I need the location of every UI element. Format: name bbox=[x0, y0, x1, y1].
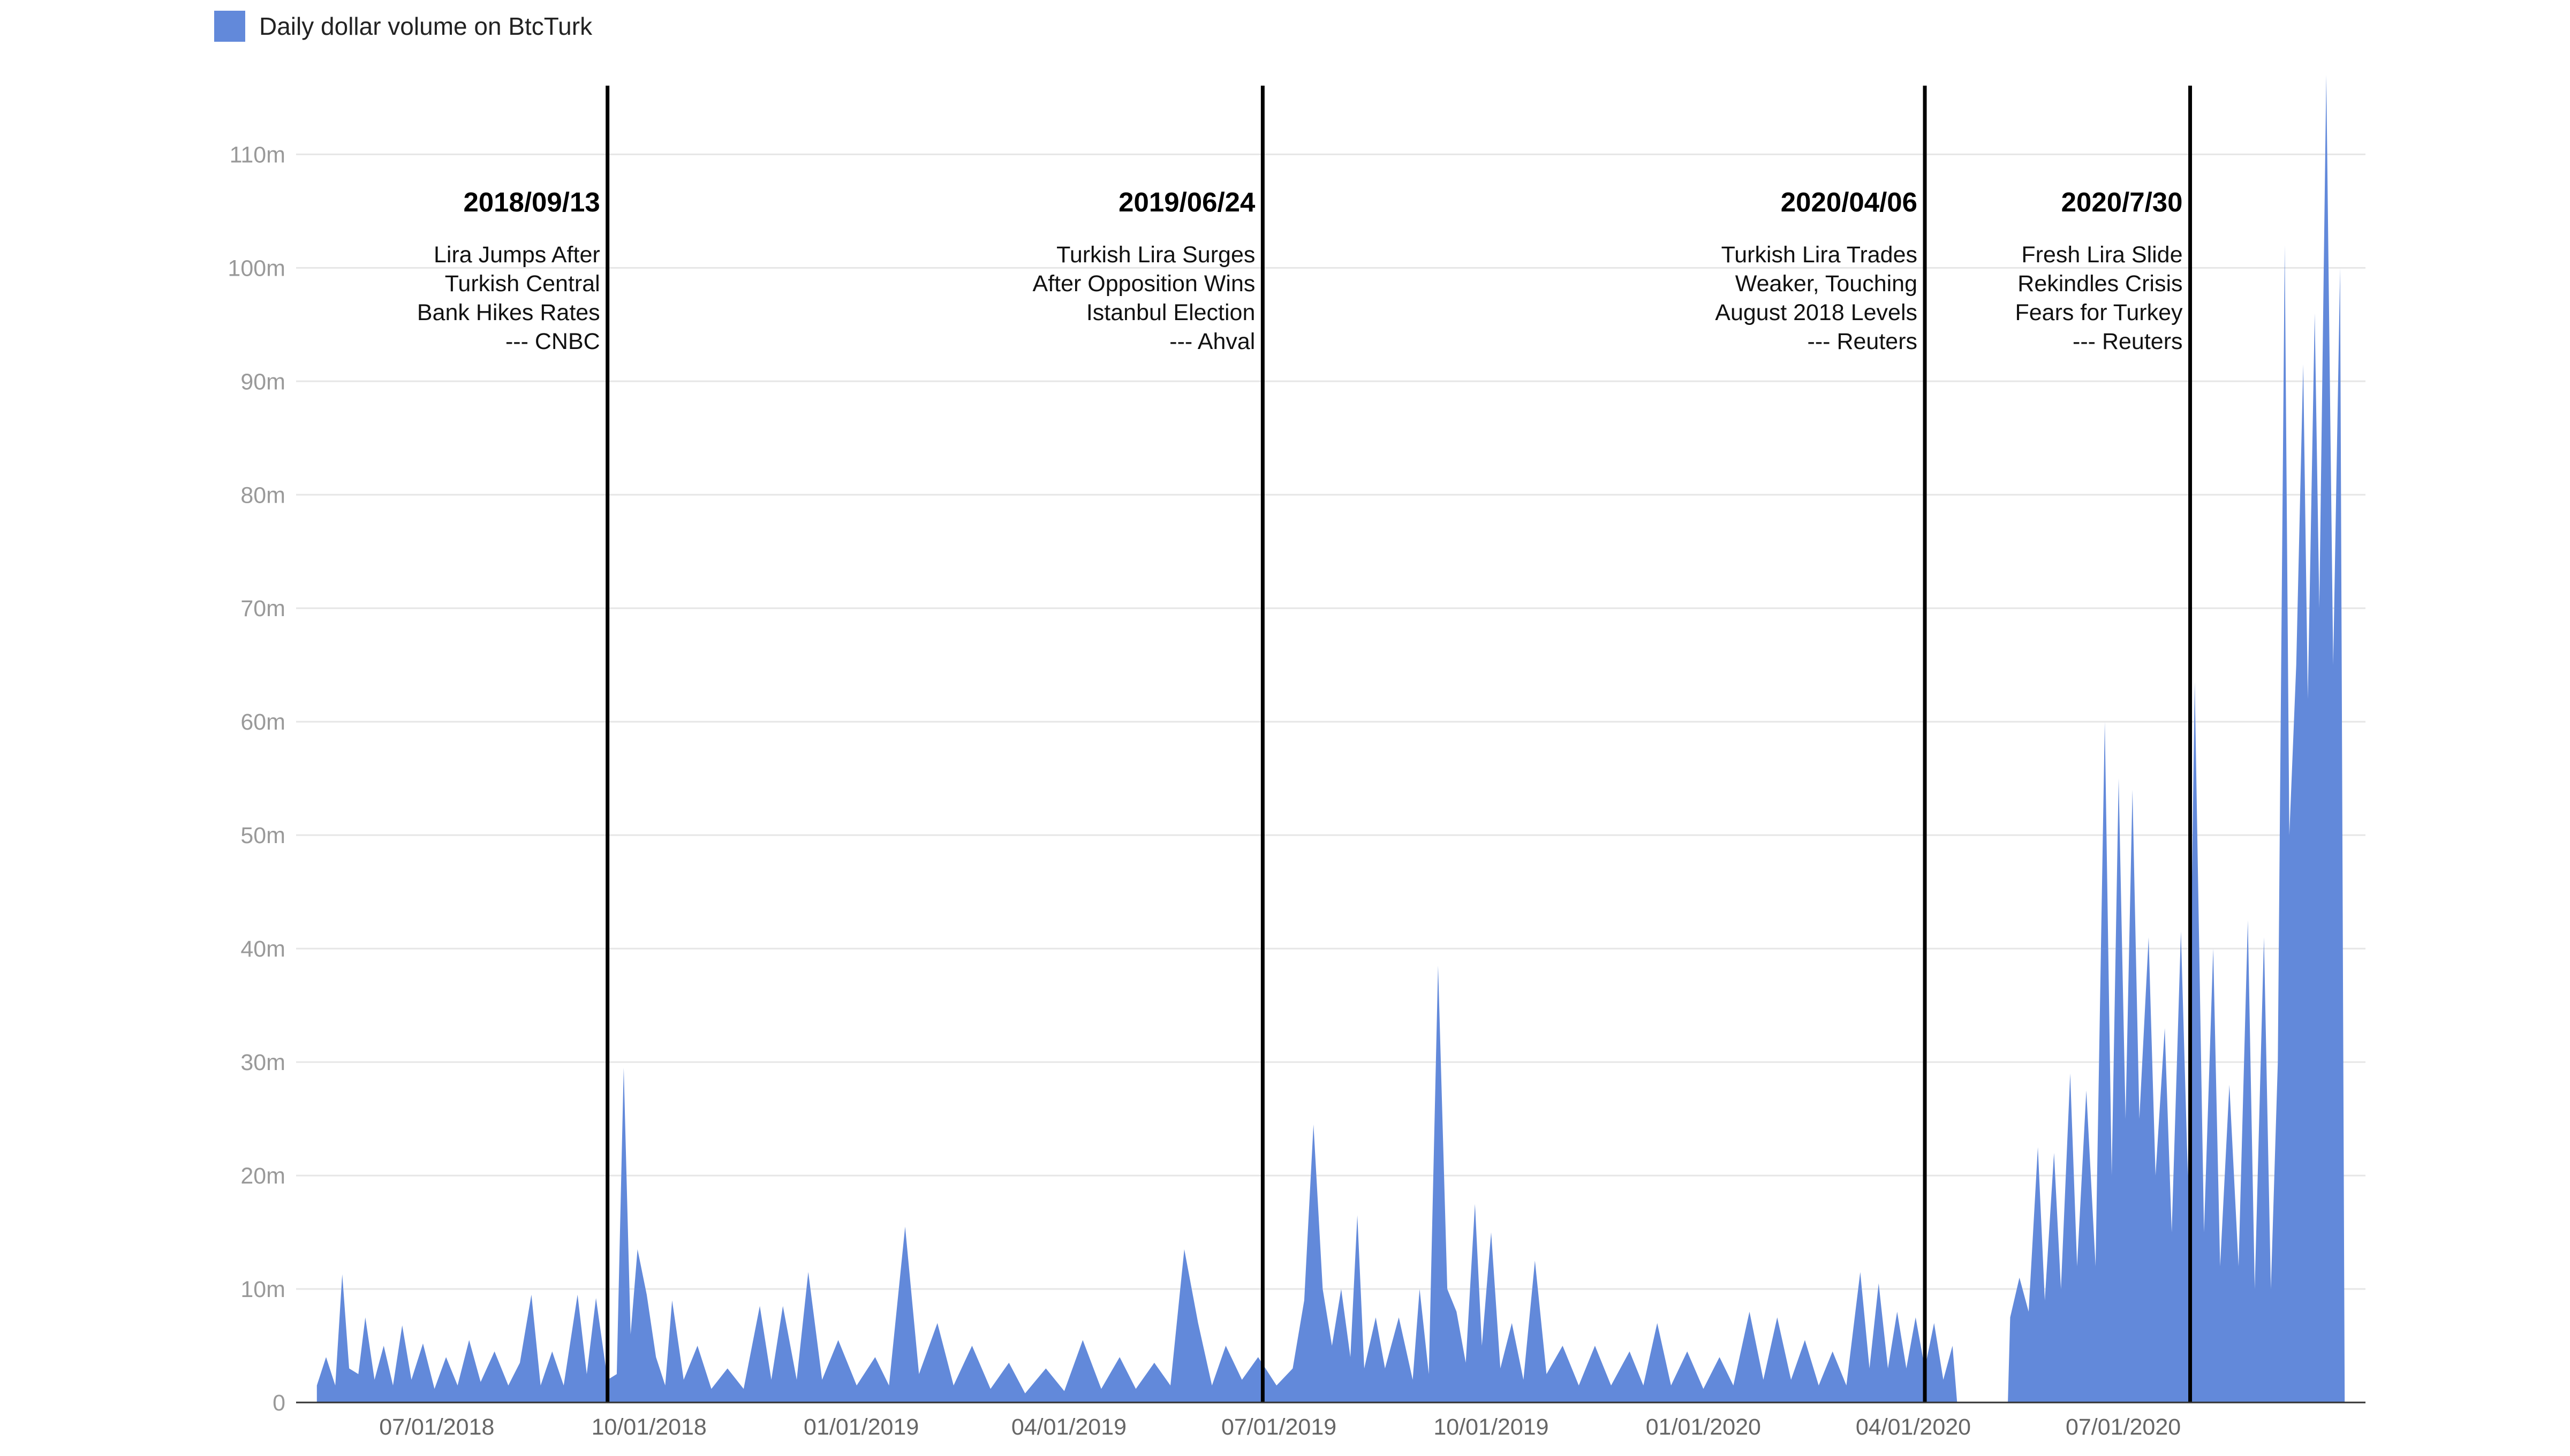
y-tick-label: 40m bbox=[240, 936, 285, 962]
y-tick-label: 110m bbox=[230, 142, 285, 168]
y-tick-label: 10m bbox=[240, 1277, 285, 1302]
y-tick-label: 30m bbox=[240, 1050, 285, 1075]
legend-label[interactable]: Daily dollar volume on BtcTurk bbox=[259, 12, 593, 40]
annotation-text: --- Ahval bbox=[1169, 329, 1255, 354]
legend: Daily dollar volume on BtcTurk bbox=[214, 11, 592, 42]
annotation-text: Rekindles Crisis bbox=[2017, 271, 2182, 297]
y-tick-label: 80m bbox=[240, 482, 285, 508]
y-tick-label: 70m bbox=[240, 596, 285, 621]
annotation-text: Weaker, Touching bbox=[1735, 271, 1917, 297]
y-tick-label: 0 bbox=[273, 1390, 285, 1416]
annotation-text: August 2018 Levels bbox=[1715, 300, 1917, 325]
y-tick-label: 100m bbox=[228, 255, 285, 281]
annotation-text: Turkish Central bbox=[445, 271, 600, 297]
annotation-date: 2018/09/13 bbox=[463, 187, 600, 217]
y-tick-label: 50m bbox=[240, 823, 285, 848]
annotation-text: Fears for Turkey bbox=[2015, 300, 2183, 325]
annotation-text: Turkish Lira Trades bbox=[1721, 242, 1917, 268]
annotation-text: --- Reuters bbox=[1808, 329, 1917, 354]
x-tick-label: 07/01/2018 bbox=[379, 1414, 494, 1440]
annotation-date: 2020/04/06 bbox=[1781, 187, 1917, 217]
annotation-text: After Opposition Wins bbox=[1033, 271, 1256, 297]
x-tick-label: 07/01/2019 bbox=[1221, 1414, 1336, 1440]
annotation-date: 2020/7/30 bbox=[2061, 187, 2183, 217]
annotation-text: --- Reuters bbox=[2073, 329, 2182, 354]
annotation-text: Fresh Lira Slide bbox=[2021, 242, 2182, 268]
annotation-text: Turkish Lira Surges bbox=[1056, 242, 1255, 268]
legend-swatch[interactable] bbox=[214, 11, 245, 42]
x-tick-label: 07/01/2020 bbox=[2066, 1414, 2181, 1440]
y-tick-label: 20m bbox=[240, 1163, 285, 1189]
label-layer: 2018/09/13 Lira Jumps After Turkish Centra… bbox=[417, 187, 2183, 354]
annotation-date: 2019/06/24 bbox=[1118, 187, 1256, 217]
x-tick-label: 10/01/2018 bbox=[592, 1414, 707, 1440]
event-layer bbox=[606, 86, 2193, 1402]
annotation-text: --- CNBC bbox=[505, 329, 600, 354]
area-layer bbox=[316, 75, 2345, 1402]
axis-layer: 0 10m 20m 30m 40m 50m 60m 70m 80m 90m 100m 110m 07/0… bbox=[228, 142, 2365, 1440]
x-tick-label: 10/01/2019 bbox=[1433, 1414, 1548, 1440]
x-tick-label: 04/01/2020 bbox=[1856, 1414, 1971, 1440]
annotation-text: Lira Jumps After bbox=[434, 242, 600, 268]
y-tick-label: 90m bbox=[240, 369, 285, 395]
y-tick-label: 60m bbox=[240, 709, 285, 735]
x-tick-label: 01/01/2019 bbox=[804, 1414, 919, 1440]
annotation-text: Bank Hikes Rates bbox=[417, 300, 600, 325]
grid-layer bbox=[296, 153, 2365, 1290]
x-tick-label: 04/01/2019 bbox=[1011, 1414, 1127, 1440]
x-tick-label: 01/01/2020 bbox=[1646, 1414, 1761, 1440]
annotation-text: Istanbul Election bbox=[1086, 300, 1256, 325]
series-area[interactable] bbox=[316, 75, 2345, 1402]
